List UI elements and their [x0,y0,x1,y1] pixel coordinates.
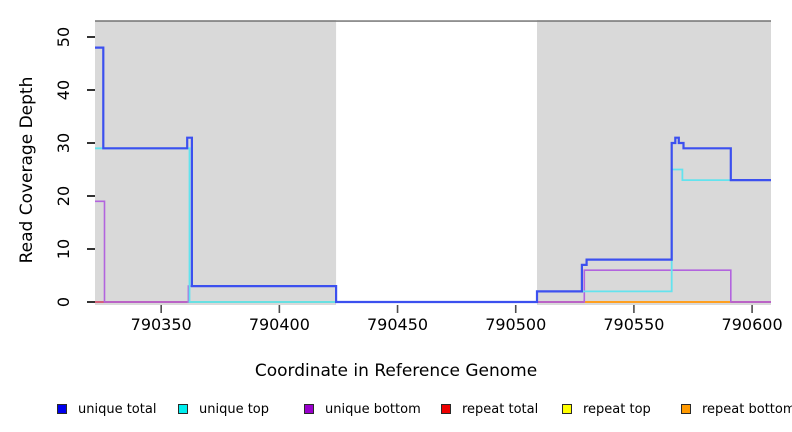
legend-item-unique-top: unique top [178,398,269,420]
legend-swatch-repeat-total [441,404,451,414]
y-tick-label: 40 [54,80,73,100]
y-axis-label: Read Coverage Depth [17,76,37,264]
x-tick-label: 790400 [249,315,310,334]
legend-item-repeat-top: repeat top [562,398,651,420]
legend-label-repeat-total: repeat total [462,401,539,417]
y-tick-label: 0 [54,297,73,307]
legend-label-unique-bottom: unique bottom [325,401,421,417]
legend-swatch-repeat-bottom [681,404,691,414]
x-tick-label: 790550 [603,315,664,334]
legend-item-repeat-total: repeat total [441,398,538,420]
y-tick-label: 30 [54,133,73,153]
series-line-unique-total [95,46,771,304]
x-tick-label: 790450 [367,315,428,334]
legend-label-repeat-bottom: repeat bottom [702,401,792,417]
y-tick-label: 50 [54,27,73,47]
legend-swatch-repeat-top [562,404,572,414]
series-line-unique-top [95,147,771,303]
x-tick-label: 790350 [131,315,192,334]
legend-label-unique-top: unique top [199,401,270,417]
legend-item-unique-total: unique total [57,398,156,420]
legend-item-repeat-bottom: repeat bottom [681,398,792,420]
legend-item-unique-bottom: unique bottom [304,398,421,420]
legend: unique total unique top unique bottom repea… [0,398,792,420]
legend-label-repeat-top: repeat top [583,401,651,417]
legend-swatch-unique-top [178,404,188,414]
x-tick-label: 790600 [722,315,783,334]
shaded-region-1 [95,20,337,305]
legend-swatch-unique-total [57,404,67,414]
x-tick-label: 790500 [485,315,546,334]
x-axis-label: Coordinate in Reference Genome [254,361,538,381]
legend-label-unique-total: unique total [78,401,157,417]
shaded-region-2 [537,20,771,305]
y-tick-label: 20 [54,186,73,206]
y-tick-label: 10 [54,239,73,259]
legend-swatch-unique-bottom [304,404,314,414]
